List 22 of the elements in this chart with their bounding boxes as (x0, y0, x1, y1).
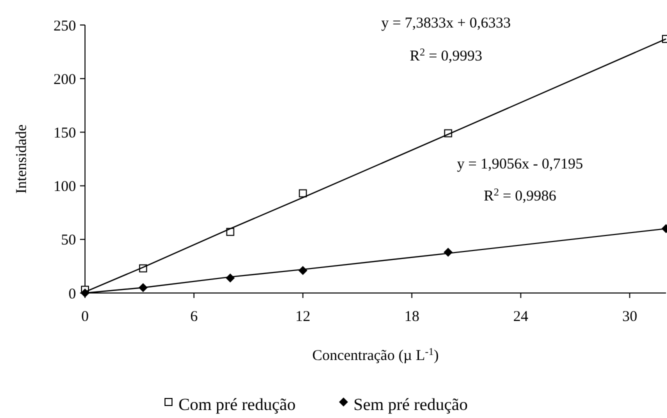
legend-label: Sem pré redução (354, 394, 468, 414)
annotation: R$^{2}$ = 0,9986 (484, 186, 557, 204)
annotation: R$^{2}$ = 0,9993 (410, 46, 482, 64)
x-tick-label: 24 (513, 309, 529, 325)
annotation: y = 1,9056x - 0,7195 (457, 156, 583, 172)
point (226, 228, 234, 236)
x-tick-label: 30 (622, 309, 638, 325)
x-tick-label: 12 (295, 309, 310, 325)
y-tick-label: 250 (54, 18, 76, 34)
x-tick-label: 18 (404, 309, 420, 325)
y-tick-label: 150 (54, 125, 76, 142)
x-tick-label: 6 (190, 309, 198, 325)
y-tick-label: 0 (68, 286, 76, 302)
point (298, 189, 307, 198)
x-axis-title: Concentração (µ L$^{-1}$) (312, 346, 439, 364)
legend-label: Com pré redução (178, 394, 296, 414)
y-tick-label: 200 (54, 72, 76, 88)
y-axis-title: Intensidade (14, 124, 30, 194)
y-tick-label: 50 (61, 232, 76, 249)
annotation: y = 7,3833x + 0,6333 (381, 15, 511, 32)
x-tick-label: 0 (81, 309, 89, 325)
y-tick-label: 100 (54, 179, 76, 196)
